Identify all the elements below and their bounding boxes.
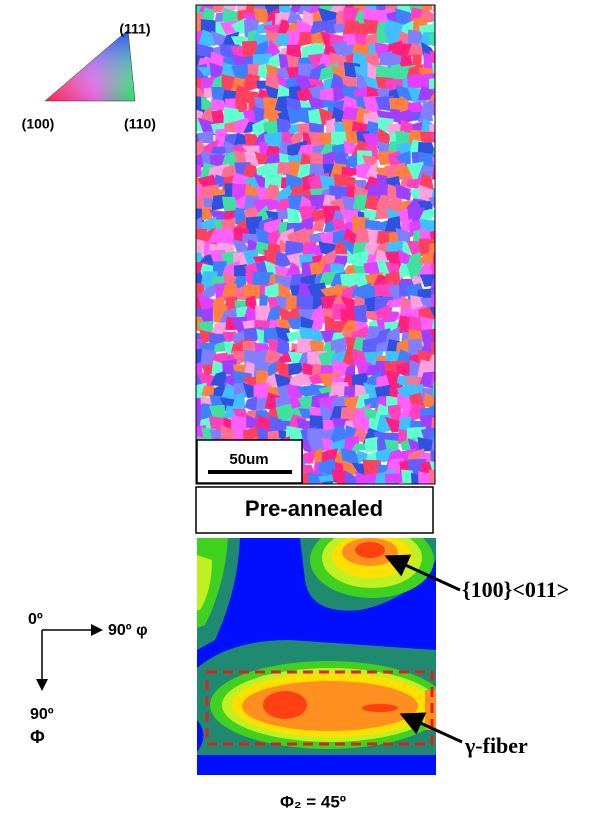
- ebsd-map: [186, 0, 451, 502]
- ipf-label: (110): [124, 116, 156, 132]
- grain: [430, 342, 447, 353]
- grain: [202, 207, 213, 220]
- map-label: Pre-annealed: [245, 496, 383, 521]
- grain: [434, 43, 451, 57]
- ipf-label: (100): [22, 116, 55, 132]
- grain: [435, 177, 450, 193]
- odf-map: [197, 522, 446, 775]
- grain: [279, 0, 293, 13]
- grain: [434, 106, 450, 122]
- grain: [365, 437, 379, 452]
- scale-label: 50um: [229, 451, 268, 468]
- axis-label: Φ: [30, 727, 45, 747]
- ipf-label: (111): [119, 21, 150, 37]
- section-label: Φ₂ = 45º: [280, 792, 346, 811]
- grain: [420, 274, 439, 287]
- page: (111) (100) (110) 50um Pre-annealed {100…: [0, 0, 612, 819]
- peak-label: {100}<011>: [462, 577, 569, 602]
- grain: [277, 162, 292, 176]
- axis-label: 90º φ: [108, 622, 148, 639]
- ipf-shade: [45, 30, 135, 101]
- axis-label: 90º: [30, 706, 54, 723]
- grain: [287, 208, 301, 224]
- axis-origin: 0º: [28, 611, 43, 628]
- grain: [433, 9, 450, 25]
- fiber-label: γ-fiber: [464, 733, 528, 758]
- figure: (111) (100) (110) 50um Pre-annealed {100…: [0, 0, 612, 819]
- grain: [297, 338, 313, 352]
- grain: [429, 77, 450, 89]
